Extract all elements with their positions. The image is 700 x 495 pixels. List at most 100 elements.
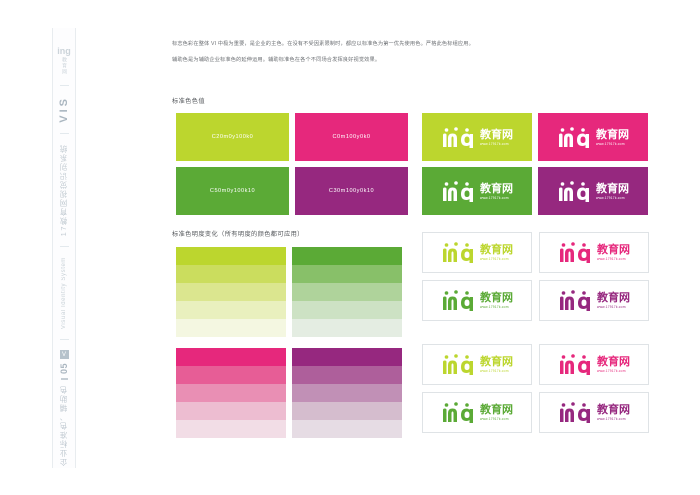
logo-card-white: 教育网 www.17917k.com (422, 392, 532, 433)
logo-ing-mark-icon (558, 290, 592, 311)
intro-text: 标志色彩在整体 VI 中极为重要，是企业的主色。在没有不受因素限制时，都应以标准… (172, 40, 622, 72)
white-logo-card-grid-bottom: 教育网 www.17917k.com 教育网 www.17917k.com 教育网 w… (422, 344, 649, 433)
logo-lockup-white-bottom-3: 教育网 www.17917k.com (558, 402, 630, 423)
logo-card-grid: 教育网 www.17917k.com 教育网 www.17917k.com 教育网 w… (422, 113, 648, 215)
logo-ing-mark-icon (441, 126, 475, 148)
logo-card-colored: 教育网 www.17917k.com (422, 167, 532, 215)
logo-ing-mark-icon (441, 242, 475, 263)
logo-wordmark-cn: 教育网 (597, 355, 630, 368)
logo-lockup-white-top-1: 教育网 www.17917k.com (558, 242, 630, 263)
sidebar-badge-icon: V (59, 350, 69, 360)
sidebar-chapter-number: 05 (59, 363, 69, 375)
logo-wordblock: 教育网 www.17917k.com (597, 244, 630, 263)
tint-step (176, 283, 286, 301)
logo-ing-mark-icon (558, 242, 592, 263)
color-swatch-label: C30m100y0k10 (328, 188, 375, 194)
tint-step (292, 265, 402, 283)
sidebar-title-en: Visual Identity System (61, 257, 67, 330)
logo-ing-mark-icon (557, 180, 591, 202)
tint-step (176, 247, 286, 265)
logo-card-white: 教育网 www.17917k.com (539, 280, 649, 321)
tint-ladder-green (176, 247, 402, 337)
color-swatch: C0m100y0k0 (295, 113, 408, 161)
logo-url-text: www.17917k.com (597, 257, 626, 261)
sidebar-vis-label: VIS (58, 96, 70, 123)
logo-lockup-white-bottom-0: 教育网 www.17917k.com (441, 354, 513, 375)
tint-step (176, 319, 286, 337)
logo-url-text: www.17917k.com (480, 417, 509, 421)
logo-card-white: 教育网 www.17917k.com (422, 280, 532, 321)
logo-ing-mark-icon (441, 290, 475, 311)
logo-lockup-white-bottom-2: 教育网 www.17917k.com (441, 402, 513, 423)
logo-wordmark-cn: 教育网 (480, 243, 513, 256)
tint-column-pink-dark (292, 348, 402, 438)
logo-url-text: www.17917k.com (597, 305, 626, 309)
logo-ing-mark-icon (441, 180, 475, 202)
logo-wordmark-cn: 教育网 (597, 243, 630, 256)
sidebar-divider-4 (59, 339, 69, 341)
logo-url-text: www.17917k.com (480, 195, 509, 200)
sidebar-chapter-title: 企业标准色、辅助色 (59, 385, 68, 467)
tint-step (292, 348, 402, 366)
logo-lockup-white-top-0: 教育网 www.17917k.com (441, 242, 513, 263)
intro-line-2: 辅助色是为辅助企业标准色的延伸运用。辅助标准色在各个不同场合发挥良好视觉效果。 (172, 57, 381, 63)
logo-wordblock: 教育网 www.17917k.com (597, 292, 630, 311)
logo-lockup-colored-2: 教育网 www.17917k.com (441, 180, 513, 202)
logo-card-white: 教育网 www.17917k.com (539, 232, 649, 273)
white-logo-card-grid-top: 教育网 www.17917k.com 教育网 www.17917k.com 教育网 w… (422, 232, 649, 321)
logo-wordmark-cn: 教育网 (480, 403, 513, 416)
color-swatch-label: C0m100y0k0 (332, 134, 371, 140)
logo-wordblock: 教育网 www.17917k.com (480, 182, 513, 202)
logo-wordblock: 教育网 www.17917k.com (480, 292, 513, 311)
sidebar-brand-sub: 教育网 (61, 57, 67, 75)
tint-step (292, 247, 402, 265)
logo-wordblock: 教育网 www.17917k.com (480, 404, 513, 423)
logo-url-text: www.17917k.com (480, 141, 509, 146)
color-swatch: C20m0y100k0 (176, 113, 289, 161)
logo-wordblock: 教育网 www.17917k.com (480, 356, 513, 375)
logo-url-text: www.17917k.com (597, 369, 626, 373)
logo-wordmark-cn: 教育网 (480, 127, 513, 141)
logo-wordblock: 教育网 www.17917k.com (597, 404, 630, 423)
color-swatch: C50m0y100k10 (176, 167, 289, 215)
logo-url-text: www.17917k.com (596, 141, 625, 146)
sidebar-divider-3 (59, 246, 69, 248)
logo-lockup-colored-0: 教育网 www.17917k.com (441, 126, 513, 148)
section-title-standard-values: 标准色色值 (172, 98, 205, 105)
logo-ing-mark-icon (558, 402, 592, 423)
logo-url-text: www.17917k.com (596, 195, 625, 200)
logo-lockup-white-top-2: 教育网 www.17917k.com (441, 290, 513, 311)
logo-wordblock: 教育网 www.17917k.com (596, 182, 629, 202)
tint-step (292, 366, 402, 384)
logo-lockup-colored-1: 教育网 www.17917k.com (557, 126, 629, 148)
tint-column-green-dark (292, 247, 402, 337)
logo-wordblock: 教育网 www.17917k.com (596, 128, 629, 148)
logo-url-text: www.17917k.com (480, 305, 509, 309)
section-title-brightness: 标准色明度变化（所有明度的颜色都可应用） (172, 231, 304, 238)
tint-step (292, 301, 402, 319)
sidebar-title-cn: 17教育网视觉识别系统 (59, 143, 68, 237)
logo-card-white: 教育网 www.17917k.com (422, 344, 532, 385)
logo-ing-mark-icon (558, 354, 592, 375)
logo-ing-mark-icon (557, 126, 591, 148)
tint-step (292, 420, 402, 438)
logo-card-white: 教育网 www.17917k.com (539, 392, 649, 433)
sidebar-bar (60, 378, 68, 381)
logo-wordmark-cn: 教育网 (480, 291, 513, 304)
logo-wordmark-cn: 教育网 (597, 403, 630, 416)
logo-wordblock: 教育网 www.17917k.com (480, 244, 513, 263)
tint-ladder-pink (176, 348, 402, 438)
logo-url-text: www.17917k.com (480, 369, 509, 373)
logo-wordblock: 教育网 www.17917k.com (480, 127, 513, 148)
intro-line-1: 标志色彩在整体 VI 中极为重要，是企业的主色。在没有不受因素限制时，都应以标准… (172, 41, 474, 47)
color-swatch-label: C20m0y100k0 (211, 134, 254, 140)
logo-card-white: 教育网 www.17917k.com (539, 344, 649, 385)
logo-wordmark-cn: 教育网 (480, 355, 513, 368)
sidebar-divider-1 (59, 85, 69, 86)
sidebar-divider-2 (59, 132, 69, 134)
tint-step (176, 348, 286, 366)
sidebar-brand-mark: ing (57, 46, 71, 56)
logo-lockup-colored-3: 教育网 www.17917k.com (557, 180, 629, 202)
logo-ing-mark-icon (441, 354, 475, 375)
